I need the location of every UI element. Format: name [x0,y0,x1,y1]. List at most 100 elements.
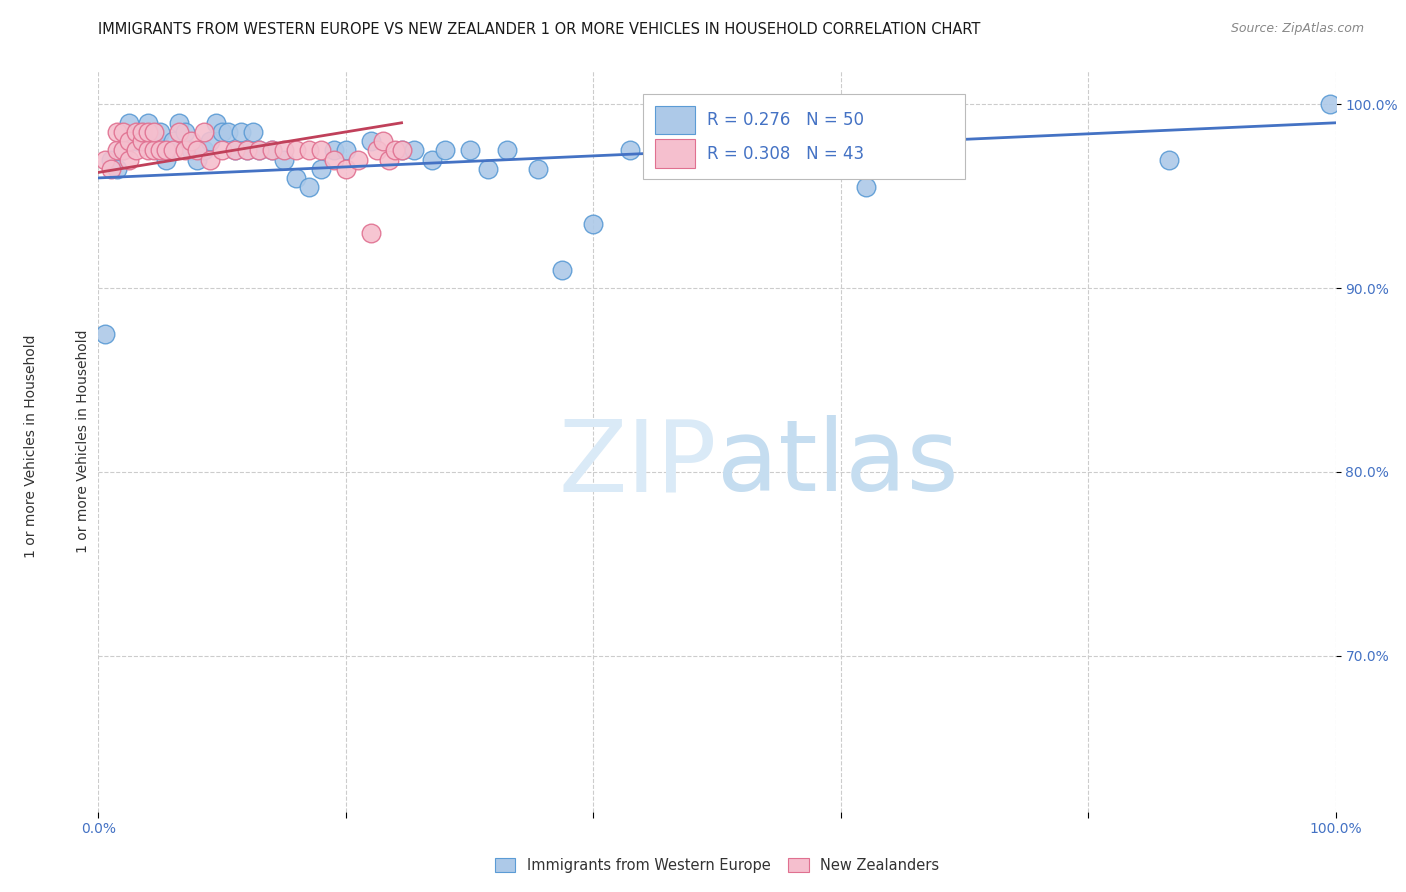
Point [619,144,641,158]
Point [360,134,382,148]
Point [193,125,215,139]
Point [211,144,233,158]
Point [360,226,382,240]
Point [124,125,146,139]
Point [260,144,283,158]
Point [131,134,153,148]
Point [422,153,444,167]
Point [1319,97,1341,112]
Text: Source: ZipAtlas.com: Source: ZipAtlas.com [1230,22,1364,36]
Point [242,125,264,139]
Point [402,144,425,158]
Point [118,134,141,148]
Point [118,116,141,130]
Point [309,161,332,176]
Point [105,144,128,158]
Point [155,144,177,158]
Point [155,153,177,167]
Point [247,144,270,158]
Y-axis label: 1 or more Vehicles in Household: 1 or more Vehicles in Household [76,330,90,553]
Point [167,125,190,139]
FancyBboxPatch shape [655,106,695,135]
Point [236,144,259,158]
Text: ZIP: ZIP [558,416,717,512]
Point [143,125,166,139]
Point [186,153,208,167]
Point [657,144,679,158]
Point [186,144,208,158]
Point [100,161,122,176]
Point [198,153,221,167]
Point [285,170,308,185]
Text: IMMIGRANTS FROM WESTERN EUROPE VS NEW ZEALANDER 1 OR MORE VEHICLES IN HOUSEHOLD : IMMIGRANTS FROM WESTERN EUROPE VS NEW ZE… [98,22,981,37]
Point [112,125,135,139]
Point [180,144,202,158]
Point [162,144,184,158]
Point [136,125,159,139]
Point [526,161,548,176]
Point [124,134,146,148]
Point [384,144,406,158]
Text: 1 or more Vehicles in Household: 1 or more Vehicles in Household [24,334,38,558]
Point [105,125,128,139]
Point [247,144,270,158]
Point [495,144,517,158]
Point [260,144,283,158]
Point [322,144,344,158]
Point [582,217,605,231]
Point [136,116,159,130]
Text: atlas: atlas [717,416,959,512]
Point [124,144,146,158]
Point [174,144,197,158]
Point [347,153,370,167]
Point [143,134,166,148]
Point [217,125,239,139]
Point [118,153,141,167]
Point [433,144,456,158]
Point [211,125,233,139]
Point [174,125,197,139]
Point [477,161,499,176]
Point [105,161,128,176]
Point [112,144,135,158]
Point [224,144,246,158]
Point [136,144,159,158]
Point [1157,153,1180,167]
FancyBboxPatch shape [655,139,695,168]
Point [167,116,190,130]
Point [855,180,877,194]
Point [298,180,321,194]
Point [391,144,413,158]
Point [273,153,295,167]
Point [298,144,321,158]
Point [371,134,394,148]
Point [285,144,308,158]
Text: R = 0.276   N = 50: R = 0.276 N = 50 [707,112,865,129]
Point [205,116,228,130]
Point [229,125,252,139]
Point [366,144,388,158]
Point [93,153,115,167]
Point [378,153,401,167]
Point [149,125,172,139]
Text: R = 0.308   N = 43: R = 0.308 N = 43 [707,145,865,162]
Legend: Immigrants from Western Europe, New Zealanders: Immigrants from Western Europe, New Zeal… [489,852,945,879]
Point [149,144,172,158]
Point [118,134,141,148]
Point [335,144,357,158]
Point [458,144,481,158]
Point [162,134,184,148]
Point [131,125,153,139]
Point [551,262,574,277]
Point [112,144,135,158]
Point [335,161,357,176]
Point [180,134,202,148]
Point [273,144,295,158]
Point [143,144,166,158]
Point [193,144,215,158]
Point [391,144,413,158]
Point [100,153,122,167]
Point [93,327,115,342]
Point [198,134,221,148]
Point [224,144,246,158]
